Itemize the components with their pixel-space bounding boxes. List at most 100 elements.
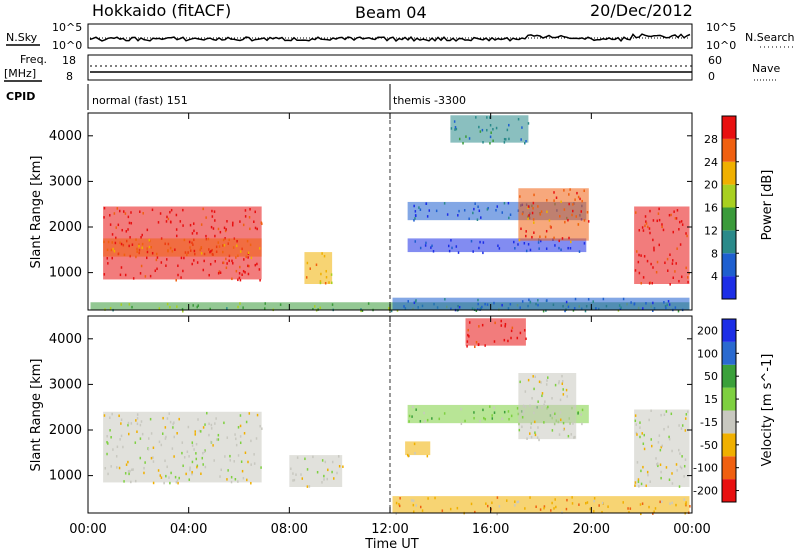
range-cell [225, 257, 227, 261]
range-cell [646, 470, 649, 474]
range-cell [675, 262, 677, 265]
range-cell [170, 208, 173, 212]
range-cell [191, 472, 193, 476]
range-cell [139, 272, 142, 275]
range-cell [124, 472, 127, 475]
range-cell [539, 508, 542, 511]
range-cell [652, 309, 654, 312]
range-cell [554, 244, 556, 247]
range-cell [683, 498, 686, 501]
range-cell [645, 222, 648, 225]
range-cell [128, 432, 130, 436]
range-cell [664, 261, 666, 265]
range-cell [235, 437, 237, 441]
range-cell [139, 210, 141, 213]
range-cell [210, 423, 213, 427]
range-cell [222, 261, 225, 264]
range-cell [180, 276, 182, 279]
colorbar-swatch [722, 253, 736, 277]
range-cell [534, 407, 536, 410]
range-cell [524, 141, 526, 145]
nsky-tick-bottom: 10^0 [52, 39, 82, 52]
range-cell [496, 496, 499, 499]
range-cell [430, 246, 432, 249]
range-cell [593, 499, 595, 503]
range-cell [665, 410, 668, 413]
y-tick-label: 1000 [49, 469, 82, 484]
range-cell [150, 432, 153, 435]
range-cell [434, 496, 436, 500]
range-cell [468, 335, 470, 338]
range-cell [325, 275, 328, 279]
range-cell [177, 264, 179, 268]
range-cell [279, 303, 282, 306]
range-cell [478, 246, 480, 250]
range-cell [637, 478, 640, 481]
range-cell [579, 197, 581, 201]
range-cell [450, 239, 452, 242]
range-cell [562, 393, 565, 396]
range-cell [165, 264, 167, 267]
power-panel: 1000 2000 3000 4000 Slant Range [km] [29, 112, 693, 313]
range-cell [219, 271, 222, 274]
range-cell [167, 249, 169, 252]
range-cell [239, 435, 242, 438]
range-cell [398, 504, 401, 508]
range-cell [571, 213, 573, 217]
range-cell [652, 301, 654, 305]
range-cell [518, 238, 521, 242]
range-cell [466, 340, 469, 343]
range-cell [530, 435, 533, 439]
range-cell [678, 279, 680, 283]
range-cell [196, 465, 198, 469]
range-cell [103, 216, 105, 219]
range-cell [527, 378, 530, 382]
range-cell [523, 329, 526, 332]
time-x-axis: 00:00 04:00 08:00 12:00 16:00 20:00 00:00 [69, 113, 711, 537]
range-cell [160, 476, 163, 479]
range-cell [226, 478, 228, 481]
nsky-panel: N.Sky 10^5 10^0 10^5 10^0 N.Search [6, 21, 795, 52]
range-cell [306, 261, 309, 265]
range-cell [443, 412, 446, 415]
range-cell [220, 468, 222, 472]
range-cell [176, 479, 179, 482]
scatter-region [634, 409, 690, 488]
range-cell [211, 209, 213, 213]
range-cell [639, 421, 641, 424]
range-cell [562, 388, 564, 391]
range-cell [217, 241, 220, 244]
range-cell [121, 228, 123, 232]
range-cell [493, 301, 495, 305]
range-cell [627, 507, 629, 510]
range-cell [470, 502, 473, 506]
range-cell [451, 246, 453, 250]
range-cell [109, 429, 111, 432]
range-cell [642, 442, 645, 446]
range-cell [503, 338, 506, 342]
range-cell [140, 420, 143, 423]
range-cell [139, 423, 142, 427]
range-cell [473, 411, 475, 414]
colorbar-swatch [722, 364, 736, 388]
range-cell [491, 414, 493, 417]
range-cell [205, 234, 207, 238]
range-cell [549, 225, 552, 228]
range-cell [232, 246, 235, 249]
range-cell [537, 205, 539, 208]
range-cell [241, 273, 243, 276]
range-cell [131, 305, 133, 309]
range-cell [560, 248, 562, 251]
range-cell [444, 298, 446, 301]
range-cell [506, 128, 509, 132]
range-cell [546, 299, 548, 302]
range-cell [593, 497, 596, 500]
range-cell [517, 117, 520, 121]
range-cell [215, 417, 217, 420]
range-cell [492, 127, 494, 131]
range-cell [494, 321, 496, 325]
range-cell [644, 224, 646, 228]
range-cell [106, 257, 109, 260]
range-cell [301, 477, 304, 480]
range-cell [203, 259, 205, 263]
